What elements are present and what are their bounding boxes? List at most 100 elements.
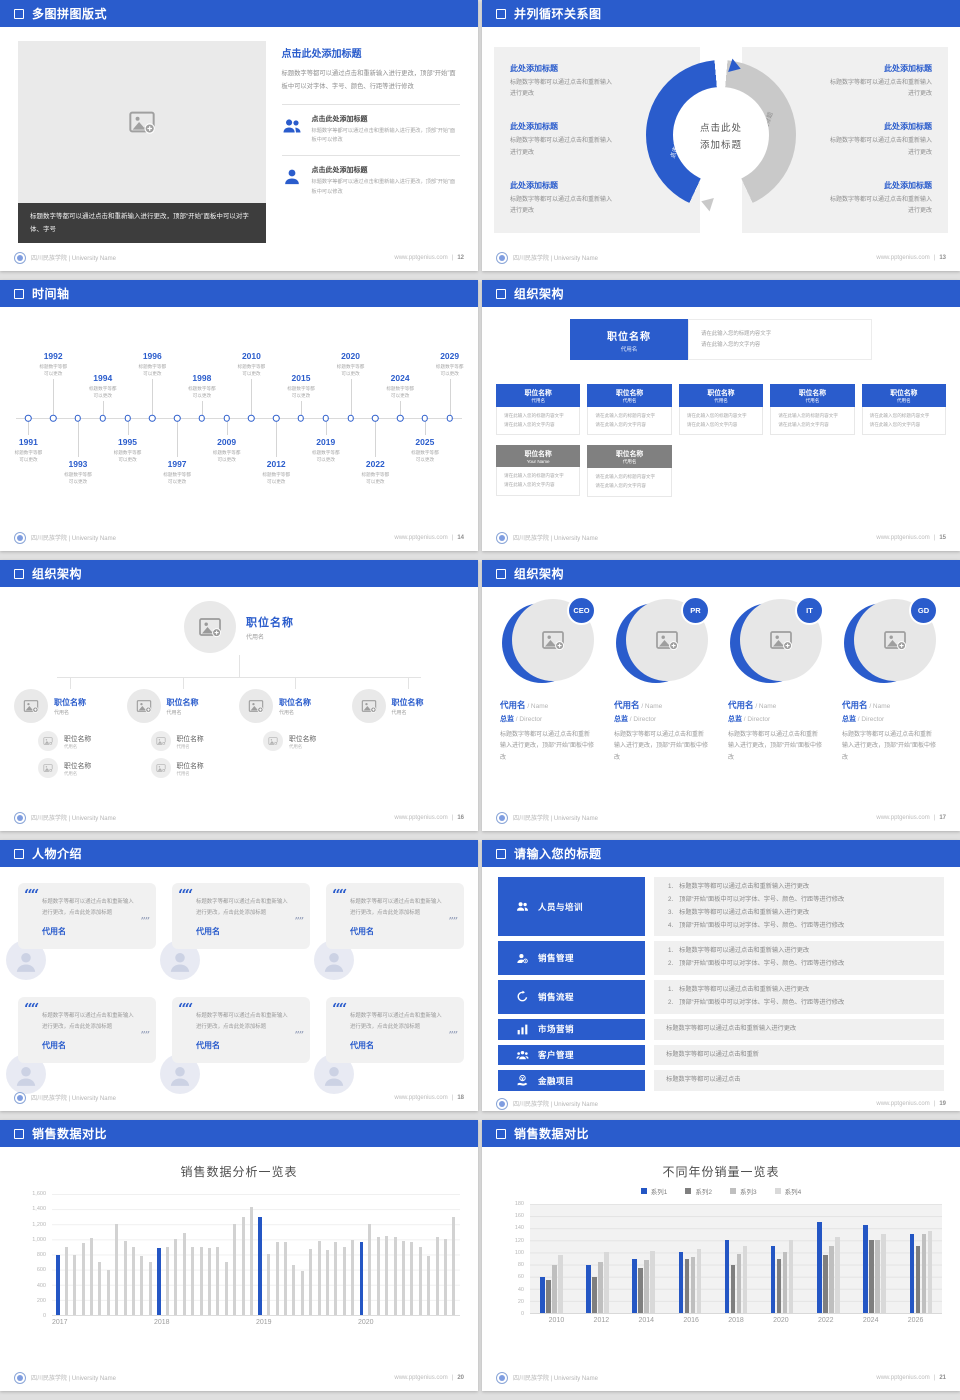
org-card-title: 职位名称: [615, 451, 644, 459]
org-child[interactable]: 职位名称 代用名: [150, 731, 240, 751]
timeline-event[interactable]: 2009 标题数字等都可以更改: [213, 307, 240, 529]
slide-20-sales-chart[interactable]: 销售数据对比 销售数据分析一览表 1,600 1,400 1,200 1,000 800…: [0, 1120, 478, 1391]
org-card[interactable]: 职位名称 代用名 请在此输入您的标题内容文字 请在此输入您的文字内容: [861, 384, 947, 436]
org-child[interactable]: 职位名称 代用名: [150, 758, 240, 778]
x-tick: 2020: [773, 1317, 789, 1324]
slide-15-org-chart-boxes[interactable]: 组织架构 职位名称 代用名 请在此输入您的标题内容文字 请在此输入您的文字内容 …: [482, 280, 960, 551]
timeline-event[interactable]: 1997 标题数字等都可以更改: [163, 307, 191, 529]
bar-highlight: [56, 1254, 60, 1315]
bar: [106, 1269, 110, 1315]
bar: [326, 1249, 329, 1315]
org-branch-text: 职位名称 代用名: [167, 697, 199, 716]
item-title: 此处添加标题: [884, 64, 932, 73]
org-branch: 职位名称 代用名 职位名称 代用名 职位名称 代用名: [126, 677, 240, 778]
category-description: 标题数字等都可以通过点击和重新输入进行更改: [654, 1018, 944, 1040]
profile-card[interactable]: GD 代用名 / Name 总监 / Director 标题数字等都可以通过点击和重新…: [842, 596, 942, 805]
page-number: 16: [457, 814, 464, 821]
description-line: 2. 顶部“开始”面板中可以对字体、字号、颜色、行距等进行修改: [666, 895, 932, 906]
slide-12-multi-image-layout[interactable]: 多图拼图版式 标题数字等都可以通过点击和重新输入进行更改，顶部“开始”面板中可以…: [0, 0, 478, 271]
slide-14-timeline[interactable]: 时间轴 1991 标题数字等都可以更改 1992 标题数字等都可以更改 1993 标题数字…: [0, 280, 478, 551]
org-card[interactable]: 职位名称 Your Name 请在此输入您的标题内容文字 请在此输入您的文字内容: [496, 445, 581, 496]
bar-group: [724, 1204, 748, 1313]
x-tick: 2018: [728, 1317, 744, 1324]
image-placeholder-circle[interactable]: [184, 601, 236, 653]
description-line: 2. 顶部“开始”面板中可以对字体、字号、颜色、行距等进行修改: [666, 998, 932, 1009]
timeline-year: 1997: [167, 459, 187, 469]
timeline-event[interactable]: 1992 标题数字等都可以更改: [39, 307, 67, 529]
timeline-event[interactable]: 2010 标题数字等都可以更改: [238, 307, 265, 529]
profile-text: 标题数字等都可以通过点击和重新输入进行更改，顶部“开始”面板中修改: [614, 732, 708, 761]
y-tick: 20: [517, 1298, 524, 1305]
slide-16-org-chart-tree[interactable]: 组织架构 职位名称 代用名 职位名称 代用名 职位名称 代用名 职位名称 代用名 职位名称代…: [0, 560, 478, 831]
timeline-year: 2029: [440, 350, 460, 361]
timeline-event[interactable]: 2022 标题数字等都可以更改: [362, 307, 389, 529]
org-child[interactable]: 职位名称 代用名: [38, 758, 127, 778]
timeline-event[interactable]: 1991 标题数字等都可以更改: [15, 307, 42, 529]
separator: |: [933, 814, 936, 821]
category-button[interactable]: 客户管理: [498, 1044, 646, 1066]
org-card[interactable]: 职位名称 代用名 请在此输入您的标题内容文字 请在此输入您的文字内容: [496, 384, 581, 436]
timeline-event[interactable]: 2019 标题数字等都可以更改: [312, 307, 340, 529]
name-cn: 代用名: [728, 700, 754, 710]
org-child[interactable]: 职位名称 代用名: [38, 731, 127, 751]
org-branches: 职位名称 代用名 职位名称 代用名 职位名称 代用名 职位名称 代用名 职位名称 代用名 职位名称代…: [14, 677, 465, 778]
quote-open-icon: [24, 886, 37, 904]
timeline-event[interactable]: 1994 标题数字等都可以更改: [89, 307, 117, 529]
y-tick: 800: [36, 1252, 46, 1258]
profile-card[interactable]: PR 代用名 / Name 总监 / Director 标题数字等都可以通过点击和重新…: [614, 596, 714, 805]
timeline-event[interactable]: 1995 标题数字等都可以更改: [114, 307, 141, 529]
timeline-caption: 标题数字等都可以更改: [39, 363, 67, 376]
person-icon: [282, 167, 302, 187]
slide-17-org-profiles[interactable]: 组织架构 CEO 代用名 / Name 总监 / Director 标题数字等都可以通…: [482, 560, 960, 831]
slide-21-sales-chart-grouped[interactable]: 销售数据对比 不同年份销量一览表 系列1 系列2 系列3 系列4 180 160 140 1…: [482, 1120, 960, 1391]
org-card-title: 职位名称: [524, 451, 552, 459]
timeline-event[interactable]: 1998 标题数字等都可以更改: [188, 307, 216, 529]
org-card[interactable]: 职位名称 代用名 请在此输入您的标题内容文字 请在此输入您的文字内容: [770, 384, 855, 436]
org-branch-head[interactable]: 职位名称 代用名: [239, 689, 352, 723]
arrow-head-gray-icon: [699, 194, 714, 212]
bar: [402, 1240, 406, 1315]
footer-site: www.pptgenius.com | 13: [876, 255, 946, 261]
bar-group: [540, 1204, 563, 1313]
slide-19-category-list[interactable]: 请输入您的标题 人员与培训 1. 标题数字等都可以通过点击和重新输入进行更改 2. 顶部…: [482, 840, 960, 1111]
org-card-sub: 代用名: [896, 398, 911, 403]
timeline-event[interactable]: 2015 标题数字等都可以更改: [287, 307, 315, 529]
timeline-event[interactable]: 2012 标题数字等都可以更改: [262, 307, 290, 529]
category-button[interactable]: 金融项目: [498, 1070, 646, 1092]
timeline-event[interactable]: 2020 标题数字等都可以更改: [337, 307, 364, 529]
person-name: 代用名: [196, 1041, 220, 1051]
org-branch-head[interactable]: 职位名称 代用名: [126, 689, 240, 723]
org-root-sub: 代用名: [620, 347, 638, 353]
timeline-event[interactable]: 1996 标题数字等都可以更改: [139, 307, 166, 529]
org-card[interactable]: 职位名称 代用名 请在此输入您的标题内容文字 请在此输入您的文字内容: [678, 384, 764, 436]
profile-card[interactable]: CEO 代用名 / Name 总监 / Director 标题数字等都可以通过点击和重…: [500, 596, 600, 805]
org-branch-head[interactable]: 职位名称 代用名: [14, 689, 127, 723]
timeline-event[interactable]: 2025 标题数字等都可以更改: [411, 307, 439, 529]
slide-13-cycle-diagram[interactable]: 并列循环关系图 此处添加标题 标题数字等都可以通过点击和重新输入进行更改 此处添加…: [482, 0, 960, 271]
org-card[interactable]: 职位名称 代用名 请在此输入您的标题内容文字 请在此输入您的文字内容: [587, 384, 672, 436]
category-label: 销售流程: [538, 991, 575, 1002]
footer-site: www.pptgenius.com | 17: [876, 815, 946, 821]
timeline-event[interactable]: 1993 标题数字等都可以更改: [64, 307, 92, 529]
slide-18-people-intro[interactable]: 人物介绍 标题数字等都可以通过点击和重新输入进行更改，点击此处添加标题代用名标题…: [0, 840, 478, 1111]
category-button[interactable]: 销售管理: [498, 941, 646, 976]
line-number: 3.: [668, 908, 674, 916]
profile-card[interactable]: IT 代用名 / Name 总监 / Director 标题数字等都可以通过点击和重新…: [728, 596, 828, 805]
timeline-event[interactable]: 2024 标题数字等都可以更改: [386, 307, 414, 529]
org-card[interactable]: 职位名称 代用名 请在此输入您的标题内容文字 请在此输入您的文字内容: [587, 445, 672, 497]
category-button[interactable]: 销售流程: [498, 980, 646, 1014]
category-button[interactable]: 人员与培训: [498, 877, 646, 937]
category-button[interactable]: 市场营销: [498, 1018, 646, 1040]
image-placeholder[interactable]: [18, 41, 266, 203]
slide-header: 组织架构: [482, 560, 960, 587]
org-child[interactable]: 职位名称 代用名: [263, 731, 352, 751]
timeline-event[interactable]: 2029 标题数字等都可以更改: [436, 307, 463, 529]
org-branch-head[interactable]: 职位名称 代用名: [351, 689, 465, 723]
bar: [208, 1248, 212, 1315]
